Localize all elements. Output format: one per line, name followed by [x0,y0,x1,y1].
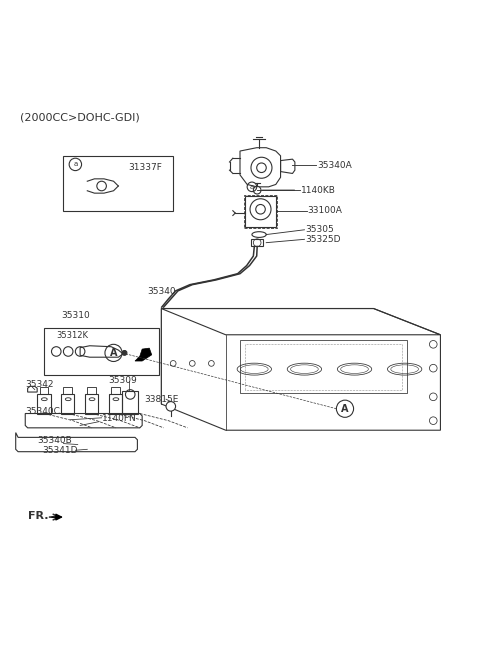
Text: 35342: 35342 [25,380,54,389]
Bar [121,391,138,414]
Bar [244,195,277,228]
Bar [85,395,98,414]
Text: A: A [110,348,117,358]
Text: 35340B: 35340B [37,436,72,446]
Text: 35340C: 35340C [25,407,60,416]
Text: 1140KB: 1140KB [300,185,336,195]
Bar [63,156,173,211]
Bar [251,240,264,246]
Text: a: a [250,184,254,190]
Polygon shape [135,348,152,361]
Circle shape [122,350,127,355]
Text: 33100A: 33100A [308,206,343,215]
Bar [37,395,50,414]
Bar [240,341,407,393]
Text: 31337F: 31337F [128,163,162,172]
Bar [111,387,120,395]
Bar [39,387,48,395]
Bar [109,395,122,414]
Circle shape [166,401,176,411]
Bar [63,387,72,395]
Text: 35340: 35340 [147,287,176,296]
Circle shape [253,186,261,194]
Text: 35310: 35310 [61,312,90,321]
Text: 35309: 35309 [109,376,137,385]
Text: 35325D: 35325D [305,235,341,244]
Bar [61,395,74,414]
Text: a: a [73,162,77,168]
Text: 33815E: 33815E [144,395,179,404]
Bar [245,197,276,228]
Text: FR.: FR. [28,511,48,521]
Bar [245,345,402,389]
Text: 35340A: 35340A [317,161,352,170]
Text: 35341D: 35341D [42,446,77,455]
Text: 35312K: 35312K [56,331,88,341]
Bar [87,387,96,395]
Text: 35305: 35305 [305,225,334,234]
Text: A: A [341,404,349,414]
Bar [44,327,159,376]
Text: (2000CC>DOHC-GDI): (2000CC>DOHC-GDI) [21,113,140,123]
Text: 1140FN: 1140FN [102,414,136,423]
